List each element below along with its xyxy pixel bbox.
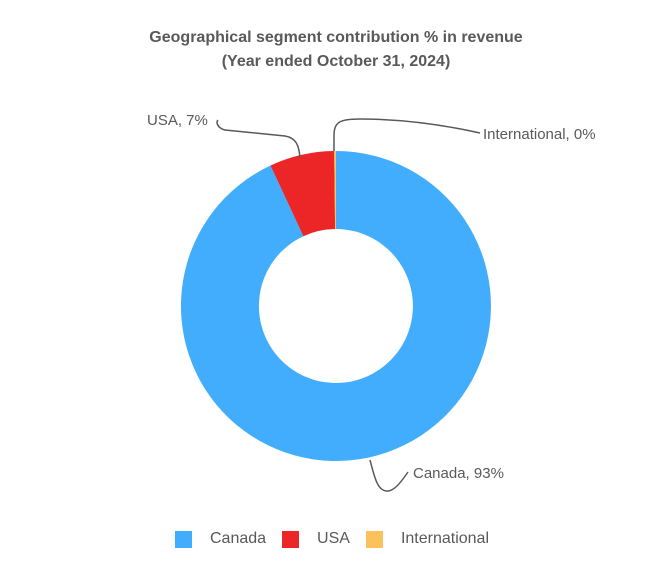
legend-item-canada[interactable]: Canada (174, 530, 274, 548)
chart-title-line1: Geographical segment contribution % in r… (149, 29, 523, 46)
chart-legend: Canada USA International (0, 530, 672, 548)
legend-label-canada: Canada (209, 530, 267, 547)
slice-international[interactable] (334, 151, 336, 229)
data-label-usa: USA, 7% (147, 112, 208, 129)
leader-line-international (333, 118, 481, 151)
legend-label-usa: USA (317, 530, 350, 547)
data-label-canada: Canada, 93% (413, 465, 504, 482)
chart-title-line2: (Year ended October 31, 2024) (221, 53, 451, 70)
legend-label-international: International (400, 530, 489, 547)
slice-usa[interactable] (270, 151, 336, 237)
legend-item-usa[interactable]: USA (282, 530, 358, 548)
data-label-international: International, 0% (483, 126, 596, 143)
leader-line-usa (216, 119, 301, 159)
legend-swatch-canada (174, 530, 192, 548)
chart-title: Geographical segment contribution % in r… (0, 26, 672, 74)
leader-line-canada (369, 459, 409, 492)
legend-item-international[interactable]: International (365, 530, 497, 548)
slice-canada[interactable] (180, 151, 491, 461)
legend-swatch-usa (282, 530, 300, 548)
legend-swatch-international (365, 530, 383, 548)
